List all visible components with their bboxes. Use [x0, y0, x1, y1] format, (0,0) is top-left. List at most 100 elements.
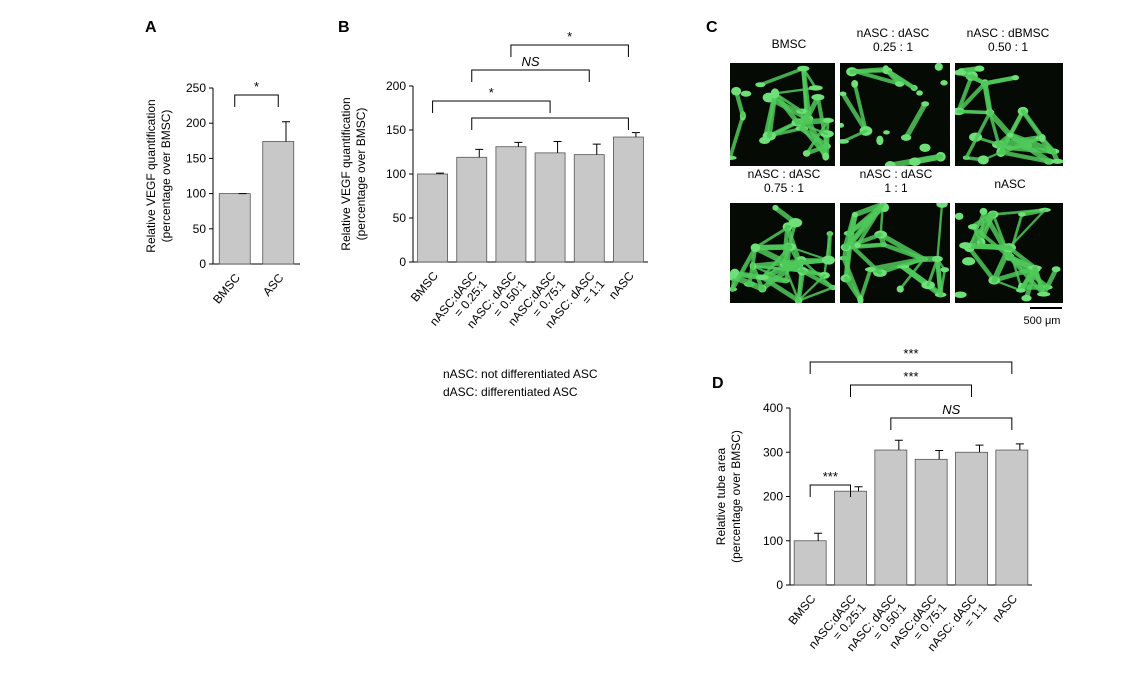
cell — [897, 286, 904, 293]
error-bar — [282, 122, 290, 142]
cell — [1037, 292, 1050, 297]
bar — [613, 137, 643, 262]
bar — [535, 153, 565, 262]
cell — [940, 80, 947, 85]
y-tick-label: 50 — [393, 211, 407, 225]
tube — [755, 247, 789, 248]
bar — [263, 142, 294, 264]
cell — [723, 156, 736, 160]
micrograph — [838, 200, 950, 304]
y-tick-label: 0 — [399, 255, 406, 269]
y-tick-label: 150 — [386, 123, 406, 137]
cell — [839, 92, 846, 96]
cell — [852, 212, 858, 217]
error-bar — [554, 141, 562, 152]
cell — [854, 242, 860, 248]
y-tick-label: 100 — [763, 534, 783, 548]
significance-label: * — [567, 29, 572, 44]
bar — [219, 194, 250, 264]
error-bar — [475, 149, 483, 157]
x-tick-label: BMSC — [785, 592, 818, 628]
bar — [835, 491, 867, 585]
y-tick-label: 0 — [776, 578, 783, 592]
cell — [883, 130, 890, 134]
bar — [457, 157, 487, 262]
cell — [921, 101, 929, 106]
cell — [851, 80, 858, 88]
cell — [857, 295, 863, 304]
error-bar — [895, 440, 903, 450]
cell — [811, 94, 824, 100]
significance-bracket — [472, 70, 590, 82]
cell — [883, 65, 889, 73]
y-tick-label: 250 — [186, 81, 206, 95]
y-tick-label: 100 — [186, 187, 206, 201]
cell — [876, 136, 883, 146]
cell — [822, 256, 835, 265]
error-bar — [935, 450, 943, 459]
error-bar — [1016, 444, 1024, 450]
note: nASC: not differentiated ASC — [443, 367, 598, 381]
scale-bar-label: 500 μm — [1024, 315, 1061, 327]
cell — [838, 123, 844, 128]
bar — [996, 450, 1028, 585]
cell — [954, 291, 967, 297]
y-tick-label: 0 — [199, 257, 206, 271]
cell — [788, 218, 802, 228]
cell — [916, 90, 923, 95]
cell — [955, 213, 964, 220]
x-tick-label: BMSC — [210, 271, 243, 307]
significance-bracket — [472, 118, 629, 130]
error-bar — [593, 144, 601, 155]
y-axis-label: Relative tube area(percentage over BMSC) — [714, 430, 743, 563]
y-axis-label: Relative VEGF quantification(percentage … — [144, 99, 173, 252]
micrograph — [837, 63, 950, 170]
cell — [959, 242, 971, 249]
significance-bracket — [433, 101, 550, 113]
error-bar — [514, 142, 522, 146]
error-bar — [855, 487, 863, 491]
tube — [965, 246, 1009, 248]
panel-title: C — [706, 19, 718, 36]
y-tick-label: 150 — [186, 151, 206, 165]
panel-title: B — [338, 19, 350, 36]
panel-title: D — [712, 375, 724, 392]
significance-label: *** — [903, 369, 918, 384]
cell — [823, 118, 834, 123]
micrograph — [727, 203, 837, 304]
tube — [958, 111, 990, 112]
significance-label: NS — [942, 402, 960, 417]
x-tick-label: BMSC — [408, 269, 441, 305]
cell — [909, 158, 921, 166]
cell — [935, 63, 943, 71]
cell — [809, 85, 823, 90]
y-tick-label: 400 — [763, 401, 783, 415]
image-label: nASC — [994, 177, 1026, 191]
error-bar — [976, 445, 984, 452]
cell — [975, 66, 985, 72]
cell — [755, 82, 765, 87]
cell — [797, 66, 809, 72]
cell — [1016, 288, 1026, 292]
bar — [418, 174, 448, 262]
cell — [919, 144, 930, 152]
micrograph — [951, 63, 1063, 166]
error-bar — [632, 133, 640, 137]
cell — [822, 152, 829, 160]
significance-label: *** — [903, 346, 918, 361]
cell — [1012, 75, 1019, 80]
cell — [936, 200, 947, 207]
y-tick-label: 200 — [763, 490, 783, 504]
bar — [956, 452, 988, 585]
x-tick-label: nASC — [606, 269, 637, 302]
note: dASC: differentiated ASC — [443, 385, 578, 399]
cell — [1052, 266, 1061, 272]
cell — [1039, 134, 1046, 142]
cell — [1018, 212, 1026, 216]
significance-bracket — [851, 385, 972, 397]
cell — [978, 155, 989, 164]
cell — [940, 267, 949, 272]
bar — [794, 541, 826, 585]
